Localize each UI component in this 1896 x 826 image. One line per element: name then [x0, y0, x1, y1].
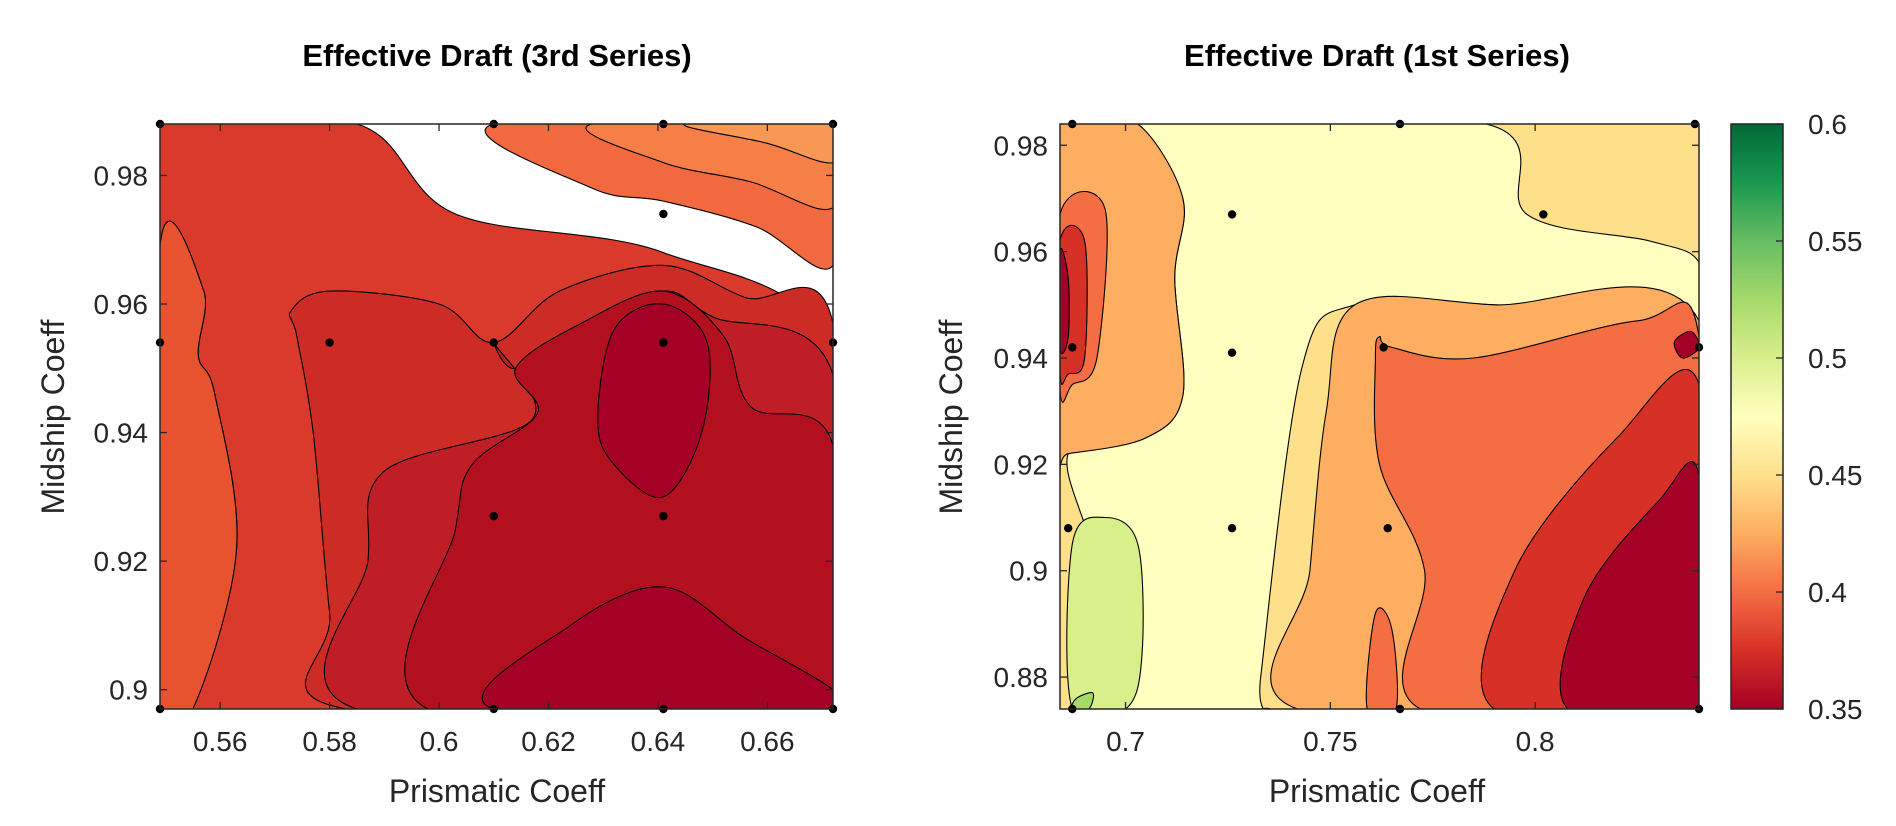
x-tick-label: 0.56	[193, 726, 248, 757]
y-axis-label: Midship Coeff	[933, 319, 969, 514]
sample-point	[1227, 523, 1237, 533]
x-tick-label: 0.7	[1106, 726, 1145, 757]
colorbar-tick-label: 0.45	[1808, 460, 1863, 491]
contour-region-12	[1066, 516, 1144, 709]
chart-1st-series: Effective Draft (1st Series) 0.7 0.75 0.8 …	[933, 38, 1704, 809]
contour-region-10	[1060, 248, 1070, 354]
contour-region-9	[1559, 461, 1699, 709]
chart-title: Effective Draft (1st Series)	[1184, 38, 1570, 73]
colorbar-tick-label: 0.4	[1808, 577, 1847, 608]
sample-point	[1068, 343, 1077, 352]
contour-region-8	[585, 124, 833, 210]
x-tick-label: 0.75	[1303, 726, 1358, 757]
y-tick-label: 0.92	[994, 449, 1049, 480]
y-tick-label: 0.98	[994, 130, 1049, 161]
sample-point	[489, 338, 498, 347]
contour-fills	[1060, 124, 1699, 709]
colorbar-frame	[1730, 123, 1784, 710]
sample-point	[659, 209, 668, 219]
colorbar-tick-label: 0.55	[1808, 226, 1863, 257]
contour-region-11	[1673, 330, 1699, 359]
y-tick-label: 0.98	[94, 160, 149, 191]
sample-point	[659, 338, 668, 347]
y-tick-label: 0.94	[94, 418, 149, 449]
sample-point	[1227, 210, 1237, 219]
sample-point	[489, 511, 498, 521]
x-axis-label: Prismatic Coeff	[1269, 773, 1485, 809]
contour-fills	[160, 124, 833, 709]
y-tick-label: 0.96	[994, 237, 1049, 268]
colorbar-tick-label: 0.5	[1808, 343, 1847, 374]
sample-point	[1539, 210, 1548, 219]
x-tick-label: 0.8	[1516, 726, 1555, 757]
x-axis-label: Prismatic Coeff	[389, 773, 605, 809]
sample-point	[325, 338, 334, 347]
x-tick-label: 0.58	[302, 726, 357, 757]
y-tick-label: 0.9	[1009, 556, 1048, 587]
sample-point	[659, 511, 668, 521]
x-tick-label: 0.64	[631, 726, 686, 757]
contour-region-6	[481, 586, 833, 709]
colorbar-tick-label: 0.35	[1808, 694, 1863, 725]
y-tick-label: 0.94	[994, 343, 1049, 374]
colorbar-ticks: 0.35 0.4 0.45 0.5 0.55 0.6	[1776, 109, 1863, 725]
y-tick-label: 0.88	[994, 662, 1049, 693]
sample-point	[1383, 523, 1392, 533]
sample-point	[1379, 343, 1388, 352]
x-ticks: 0.7 0.75 0.8	[1106, 124, 1555, 757]
colorbar-gradient	[1731, 124, 1783, 709]
colorbar: 0.35 0.4 0.45 0.5 0.55 0.6	[1730, 109, 1863, 725]
plot-frame	[159, 123, 834, 710]
sample-point	[1063, 523, 1073, 533]
y-ticks: 0.88 0.9 0.92 0.94 0.96 0.98	[994, 130, 1699, 693]
contour-region-5	[597, 303, 711, 499]
chart-3rd-series: Effective Draft (3rd Series) 0.56 0.58 0.6…	[35, 38, 838, 809]
y-axis-label: Midship Coeff	[35, 319, 71, 514]
x-tick-label: 0.66	[740, 726, 795, 757]
y-tick-label: 0.96	[94, 289, 149, 320]
y-tick-label: 0.9	[109, 675, 148, 706]
colorbar-tick-label: 0.6	[1808, 109, 1847, 140]
contour-region-9	[683, 124, 833, 164]
chart-title: Effective Draft (3rd Series)	[302, 38, 691, 73]
y-tick-label: 0.92	[94, 546, 149, 577]
y-ticks: 0.9 0.92 0.94 0.96 0.98	[94, 160, 833, 706]
sample-point	[1227, 348, 1237, 357]
plot-frame	[1059, 123, 1700, 710]
x-tick-label: 0.62	[521, 726, 576, 757]
x-tick-label: 0.6	[420, 726, 459, 757]
x-ticks: 0.56 0.58 0.6 0.62 0.64 0.66	[193, 124, 795, 757]
contour-region-4	[404, 290, 833, 709]
contour-region-6	[1365, 607, 1399, 709]
contour-region-13	[1071, 692, 1095, 709]
contour-region-1	[160, 220, 238, 709]
sample-points	[1063, 119, 1704, 714]
